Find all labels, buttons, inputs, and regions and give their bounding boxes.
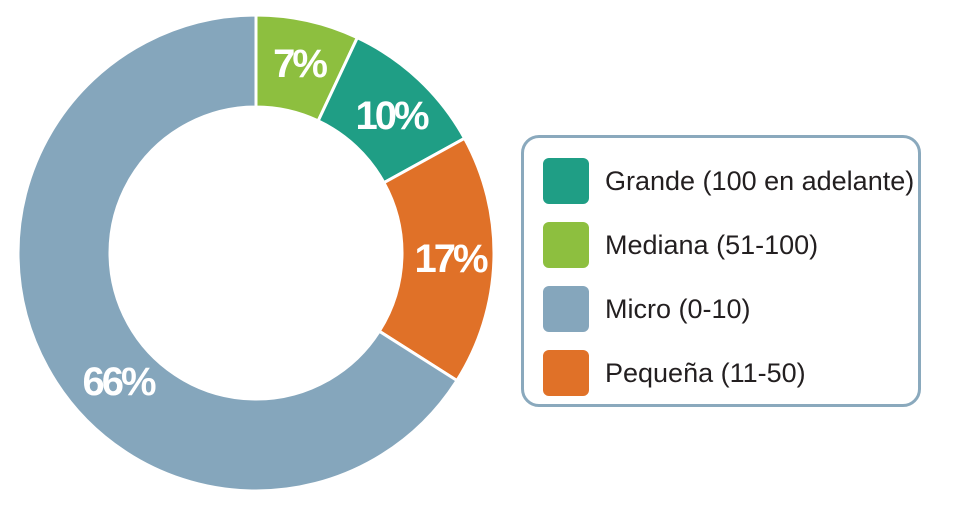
legend-swatch-pequena [543,350,589,396]
legend-item-micro: Micro (0-10) [543,282,751,336]
chart-legend: Grande (100 en adelante) Mediana (51-100… [521,135,921,407]
legend-swatch-grande [543,158,589,204]
slice-label-pequena: 17% [414,237,487,281]
slice-label-grande: 10% [355,94,428,138]
legend-label-micro: Micro (0-10) [605,293,751,324]
legend-label-mediana: Mediana (51-100) [605,229,819,260]
legend-swatch-micro [543,286,589,332]
slice-label-micro: 66% [82,360,155,404]
legend-label-grande: Grande (100 en adelante) [605,165,915,196]
slice-label-mediana: 7% [273,42,327,86]
slice-micro [16,13,460,493]
donut-chart: 7% 10% 17% 66% [16,13,496,493]
legend-item-grande: Grande (100 en adelante) [543,154,914,208]
legend-item-mediana: Mediana (51-100) [543,218,818,272]
legend-swatch-mediana [543,222,589,268]
legend-label-pequena: Pequeña (11-50) [605,357,806,388]
legend-item-pequena: Pequeña (11-50) [543,346,806,400]
